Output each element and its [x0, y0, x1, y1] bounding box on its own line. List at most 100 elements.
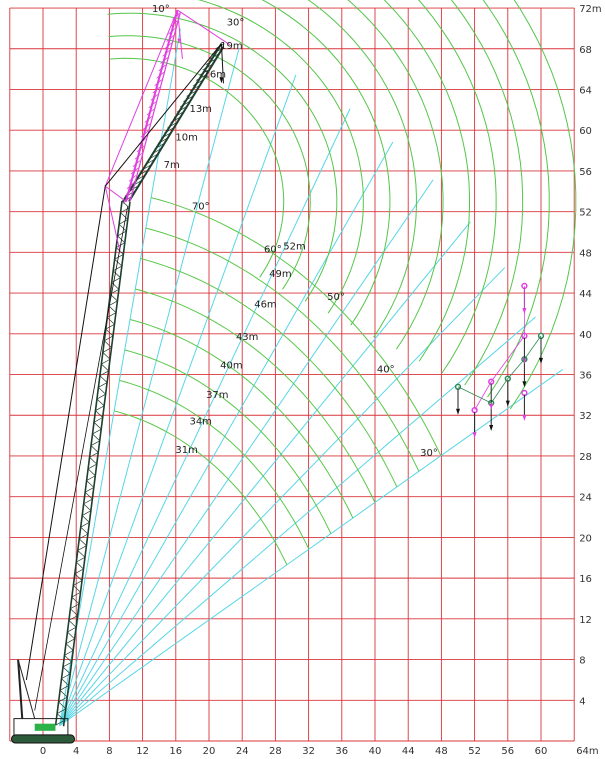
radial-line [59, 221, 471, 727]
hook [219, 77, 224, 84]
boom-lacing [64, 650, 74, 656]
y-tick-label: 52 [579, 208, 592, 219]
boom-lacing [61, 673, 71, 679]
boom-arc [119, 379, 310, 550]
boom-lacing [98, 387, 106, 395]
y-tick-label: 8 [579, 656, 585, 667]
hook [522, 381, 527, 388]
boom-lacing [82, 510, 92, 516]
boom-arc [129, 319, 354, 519]
boom-lacing [96, 398, 105, 407]
boom-lacing [78, 538, 87, 546]
y-tick-label: 64 [579, 85, 592, 96]
y-tick-label: 28 [579, 452, 592, 463]
boom-length-label: 40m [220, 360, 242, 371]
y-tick-label: 32 [579, 411, 592, 422]
x-tick-label: 32 [302, 746, 315, 757]
boom-length-label: 43m [236, 332, 258, 343]
boom-lacing [76, 561, 84, 570]
boom-lacing [59, 690, 68, 698]
y-tick-label: 68 [579, 45, 592, 56]
jib-arc [197, 0, 364, 314]
boom-lacing [87, 468, 96, 477]
boom-lacing [107, 312, 117, 318]
boom-length-label: 31m [175, 445, 197, 456]
y-tick-label: 24 [579, 493, 592, 504]
boom-lacing [79, 533, 89, 540]
radial-angle-lines [59, 28, 564, 727]
jib-lacing [145, 159, 155, 165]
boom-lacing [90, 440, 100, 446]
boom-lacing [74, 573, 83, 581]
boom-lacing [92, 433, 100, 442]
boom-lacing [73, 585, 81, 593]
boom-lacing [114, 258, 123, 267]
jib-lacing [189, 85, 200, 92]
boom-arc [150, 197, 442, 457]
jib-lacing [183, 95, 193, 102]
x-tick-label: 8 [106, 746, 112, 757]
magenta-jib [129, 11, 182, 202]
jib-lacing [148, 153, 158, 160]
boom-lacing [62, 661, 72, 668]
boom-lacing [84, 487, 94, 493]
jib-arc [418, 0, 497, 374]
hook [539, 357, 543, 364]
boom-lacing [80, 522, 90, 528]
boom-lacing [95, 405, 105, 411]
boom-lacing [87, 463, 97, 470]
hook [472, 432, 477, 439]
boom-lacing [89, 457, 98, 465]
rope [25, 186, 106, 680]
jib-lacing [167, 122, 177, 129]
jib-angle-label: 10° [152, 4, 170, 15]
boom-lacing [71, 596, 80, 605]
boom-lacing [93, 422, 102, 430]
boom-lacing [104, 340, 112, 348]
hook-blocks [454, 282, 545, 439]
jib-lacing [154, 143, 165, 150]
radial-line [59, 47, 240, 726]
boom-arc [145, 227, 420, 472]
x-tick-label: 48 [435, 746, 448, 757]
jib-lacing [138, 169, 149, 176]
jib-arc [109, 57, 285, 278]
jib-lacing [173, 111, 184, 118]
boom-arc [140, 258, 398, 488]
boom-lacing [62, 666, 71, 675]
boom-length-label: 46m [254, 299, 276, 310]
jib-lacing [170, 117, 181, 123]
boom-lacing [99, 375, 108, 383]
boom-lacing [89, 452, 99, 458]
x-tick-label: 44 [402, 746, 415, 757]
hook [489, 425, 494, 432]
boom-lacing [101, 358, 111, 365]
boom-lacing [93, 417, 103, 423]
hook [489, 403, 494, 410]
boom-length-label: 37m [206, 390, 228, 401]
radial-line [59, 28, 181, 726]
jib-length-label: 13m [189, 104, 211, 115]
radial-line [59, 108, 351, 726]
boom-lacing [117, 230, 127, 237]
boom-lacing [59, 685, 69, 691]
x-tick-label: 20 [203, 746, 216, 757]
boom-length-label: 52m [283, 241, 305, 252]
jib-lacing [186, 90, 196, 97]
hook-path [474, 285, 525, 411]
boom-lacing [121, 200, 130, 209]
boom-lacing [95, 410, 103, 418]
luffing-angle-label: 60° [264, 244, 282, 255]
jib-arc [261, 0, 391, 326]
x-tick-label: 56 [501, 746, 514, 757]
boom-lacing [55, 720, 65, 726]
boom-lacing [92, 428, 102, 435]
luffing-angle-label: 30° [420, 448, 438, 459]
boom-length-label: 49m [269, 269, 291, 280]
boom-lacing [114, 254, 124, 260]
boom-lacing [90, 445, 99, 453]
boom-lacing [71, 591, 81, 598]
boom-lacing [117, 235, 126, 243]
x-tick-label: 60 [535, 746, 548, 757]
jib-lacing [199, 69, 209, 76]
